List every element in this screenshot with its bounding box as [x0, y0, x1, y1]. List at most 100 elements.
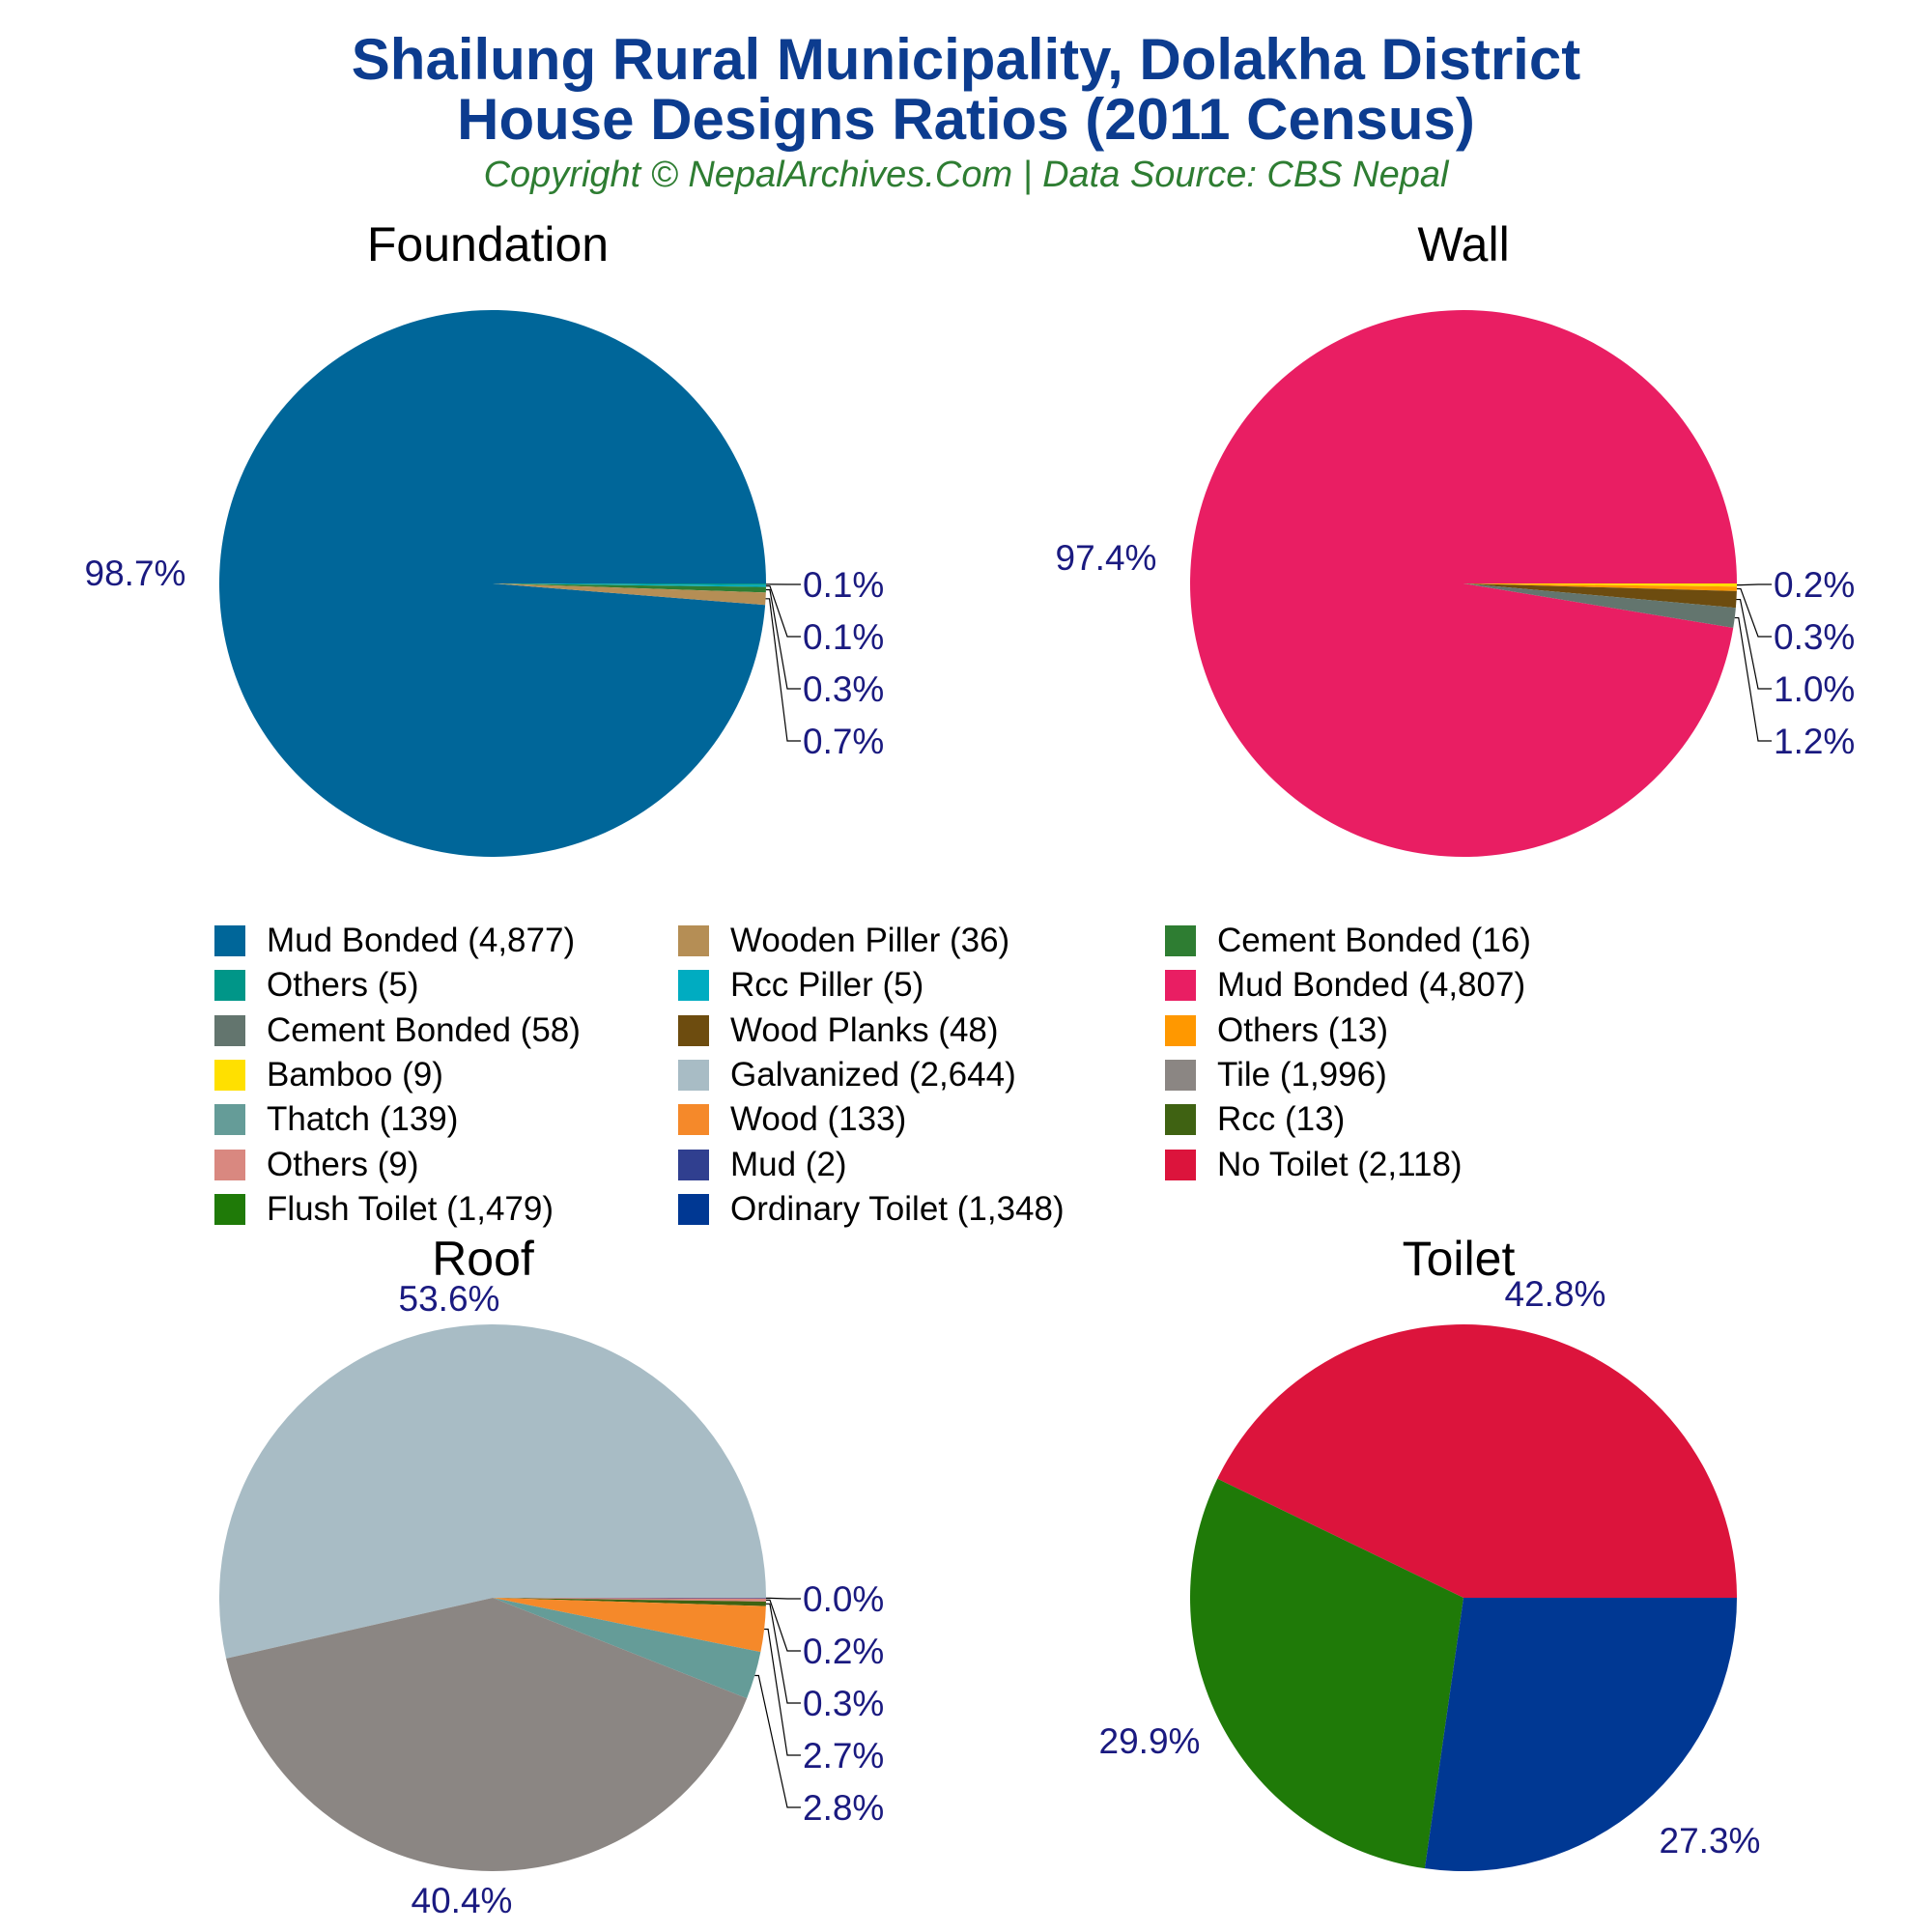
pie-label: 0.0%: [803, 1579, 884, 1619]
pie-title: Foundation: [367, 217, 609, 271]
legend-item: Others (5): [214, 966, 419, 1005]
pie-label: 0.1%: [803, 565, 884, 605]
legend-label: Mud Bonded (4,807): [1217, 966, 1526, 1005]
legend-item: Rcc (13): [1165, 1100, 1345, 1139]
chart-subtitle: Copyright © NepalArchives.Com | Data Sou…: [483, 155, 1449, 195]
pie-slice-others: [493, 583, 766, 585]
pie-slice-mud: [493, 1598, 766, 1599]
legend-swatch: [214, 1059, 245, 1091]
legend-swatch: [678, 1193, 709, 1225]
pie-title: Roof: [432, 1232, 534, 1286]
legend-label: Thatch (139): [267, 1100, 459, 1139]
legend-swatch: [678, 1149, 709, 1180]
legend-label: Others (13): [1217, 1010, 1388, 1049]
pie-label-leader: [765, 1597, 801, 1600]
legend-item: Thatch (139): [214, 1100, 458, 1139]
legend-item: No Toilet (2,118): [1165, 1146, 1463, 1184]
legend-swatch: [214, 1193, 245, 1225]
legend-item: Others (13): [1165, 1011, 1388, 1050]
chart-title-line1: Shailung Rural Municipality, Dolakha Dis…: [351, 27, 1581, 92]
legend-label: Others (5): [267, 966, 419, 1005]
legend-swatch: [214, 925, 245, 956]
legend-swatch: [678, 1014, 709, 1046]
pie-slice-cement-bonded: [493, 583, 766, 593]
legend-swatch: [214, 970, 245, 1002]
pie-label-leader: [764, 1628, 801, 1756]
legend-label: Bamboo (9): [267, 1055, 443, 1094]
legend-item: Bamboo (9): [214, 1056, 443, 1094]
pie-slice-mud-bonded: [1190, 310, 1737, 858]
legend-label: No Toilet (2,118): [1217, 1145, 1463, 1183]
pie-slice-others: [1463, 583, 1737, 591]
pie-slice-wooden-piller: [493, 583, 766, 606]
legend-swatch: [1165, 970, 1196, 1002]
pie-label: 0.2%: [1774, 565, 1855, 605]
pie-slice-thatch: [493, 1598, 761, 1699]
legend-item: Wooden Piller (36): [678, 922, 1009, 960]
legend-label: Rcc Piller (5): [730, 966, 924, 1005]
pie-label: 42.8%: [1505, 1274, 1606, 1314]
pie-label: 0.3%: [1774, 617, 1855, 657]
legend-swatch: [678, 1059, 709, 1091]
pie-slice-mud-bonded: [219, 309, 767, 857]
legend-swatch: [678, 925, 709, 956]
pie-label-leader: [765, 588, 801, 690]
pie-label: 97.4%: [1056, 538, 1157, 578]
pie-chart-wall: Wall 97.4% 0.2% 0.3% 1.0% 1.2%: [1056, 217, 1855, 858]
pie-label: 0.7%: [803, 722, 884, 761]
legend-item: Rcc Piller (5): [678, 966, 923, 1005]
pie-slice-galvanized: [219, 1324, 766, 1659]
legend-label: Wooden Piller (36): [730, 922, 1010, 959]
legend-label: Mud (2): [730, 1145, 847, 1183]
legend-item: Wood (133): [678, 1100, 906, 1139]
pie-label-leader: [765, 1599, 801, 1652]
legend-label: Wood (133): [730, 1100, 907, 1139]
legend-label: Flush Toilet (1,479): [267, 1189, 554, 1228]
pie-slice-others: [493, 1598, 766, 1602]
legend-swatch: [678, 1104, 709, 1136]
pie-label-leader: [765, 585, 801, 638]
legend-label: Tile (1,996): [1217, 1055, 1387, 1094]
pie-label: 53.6%: [399, 1279, 500, 1319]
legend-swatch: [1165, 1104, 1196, 1136]
pie-label: 2.8%: [803, 1788, 884, 1828]
pie-slice-flush-toilet: [1190, 1478, 1463, 1869]
legend-label: Others (9): [267, 1145, 419, 1183]
legend-item: Tile (1,996): [1165, 1056, 1387, 1094]
pie-label-leader: [1736, 583, 1772, 586]
legend-item: Cement Bonded (58): [214, 1011, 581, 1050]
pie-label: 0.3%: [803, 1684, 884, 1723]
pie-label-leader: [754, 1674, 801, 1808]
legend-swatch: [1165, 1059, 1196, 1091]
pie-label: 0.2%: [803, 1632, 884, 1671]
pie-label: 0.1%: [803, 617, 884, 657]
pie-label: 40.4%: [412, 1881, 513, 1920]
pie-label-leader: [1734, 616, 1772, 742]
pie-label: 29.9%: [1099, 1721, 1201, 1761]
pie-slice-cement-bonded: [1463, 583, 1736, 628]
pie-slice-rcc-piller: [493, 583, 766, 587]
legend-item: Ordinary Toilet (1,348): [678, 1190, 1065, 1229]
legend-item: Mud Bonded (4,877): [214, 922, 575, 960]
legend-swatch: [214, 1014, 245, 1046]
pie-slice-rcc: [493, 1598, 766, 1606]
pie-label: 0.3%: [803, 669, 884, 709]
legend-label: Wood Planks (48): [730, 1010, 999, 1049]
legend-swatch: [1165, 1014, 1196, 1046]
legend-swatch: [678, 970, 709, 1002]
legend-label: Galvanized (2,644): [730, 1055, 1016, 1094]
legend-item: Wood Planks (48): [678, 1011, 999, 1050]
legend-label: Mud Bonded (4,877): [267, 922, 576, 959]
pie-label: 98.7%: [85, 554, 186, 593]
pie-label: 2.7%: [803, 1736, 884, 1776]
legend-item: Mud Bonded (4,807): [1165, 966, 1525, 1005]
pie-slice-wood-planks: [1463, 583, 1737, 609]
legend-swatch: [1165, 925, 1196, 956]
legend-label: Cement Bonded (16): [1217, 922, 1531, 959]
pie-label: 27.3%: [1660, 1821, 1761, 1861]
pie-slice-bamboo: [1463, 583, 1737, 587]
legend-item: Cement Bonded (16): [1165, 922, 1531, 960]
